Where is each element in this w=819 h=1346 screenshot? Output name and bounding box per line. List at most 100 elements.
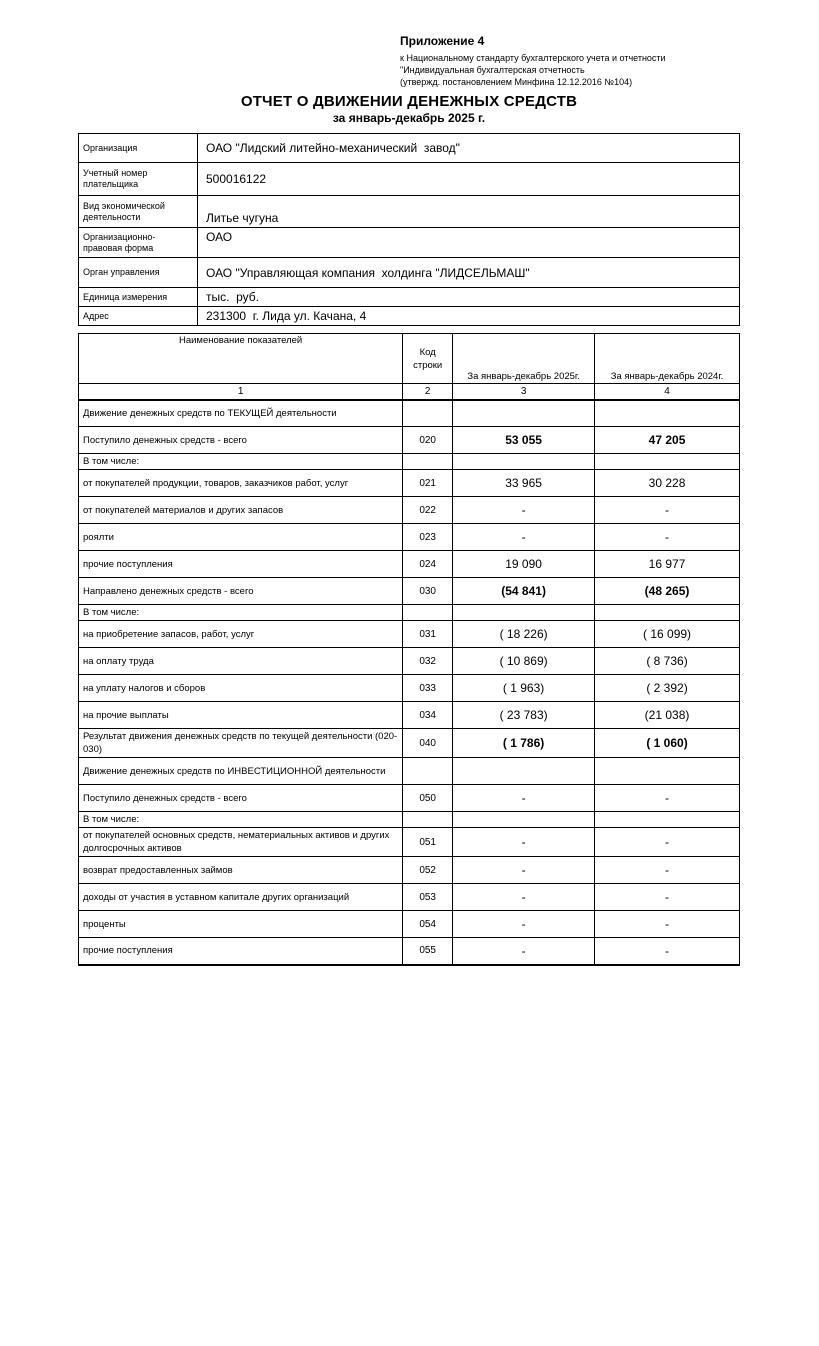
row-label: доходы от участия в уставном капитале др… <box>77 883 404 911</box>
document-period-subtitle: за январь-декабрь 2025 г. <box>332 111 486 125</box>
row-value-2025: - <box>452 496 596 524</box>
row-code: 022 <box>402 496 454 524</box>
row-code <box>402 604 454 621</box>
row-value-2024 <box>594 399 740 427</box>
row-code: 050 <box>402 784 454 812</box>
row-code: 034 <box>402 701 454 729</box>
row-label: от покупателей продукции, товаров, заказ… <box>77 469 404 497</box>
row-label: прочие поступления <box>77 550 404 578</box>
row-code <box>402 757 454 785</box>
row-value-2024: ( 16 099) <box>594 620 740 648</box>
row-value-2025: - <box>452 910 596 938</box>
table-row-024: прочие поступления 024 19 090 16 977 <box>77 550 740 578</box>
row-label: В том числе: <box>77 453 404 470</box>
info-value: 500016122 <box>197 162 740 196</box>
row-value-2024 <box>594 757 740 785</box>
row-value-2025: - <box>452 937 596 966</box>
row-value-2024: - <box>594 883 740 911</box>
table-row-section-current-activity: Движение денежных средств по ТЕКУЩЕЙ дея… <box>77 399 740 427</box>
row-code: 024 <box>402 550 454 578</box>
table-row-including: В том числе: <box>77 811 740 828</box>
document-title: ОТЧЕТ О ДВИЖЕНИИ ДЕНЕЖНЫХ СРЕДСТВ <box>240 93 578 110</box>
appendix-block: Приложение 4 к Национальному стандарту б… <box>400 34 740 88</box>
row-value-2024: ( 1 060) <box>594 728 740 758</box>
table-row-053: доходы от участия в уставном капитале др… <box>77 883 740 911</box>
row-label: роялти <box>77 523 404 551</box>
row-value-2024: - <box>594 827 740 857</box>
table-row-054: проценты 054 - - <box>77 910 740 938</box>
row-value-2025: 53 055 <box>452 426 596 454</box>
row-code <box>402 399 454 427</box>
column-number: 1 <box>77 383 404 401</box>
table-row-052: возврат предоставленных займов 052 - - <box>77 856 740 884</box>
row-label: на оплату труда <box>77 647 404 675</box>
row-value-2024: 47 205 <box>594 426 740 454</box>
row-label: Результат движения денежных средств по т… <box>77 728 404 758</box>
info-value: тыс. руб. <box>197 287 740 307</box>
row-code <box>402 811 454 828</box>
info-label: Учетный номер плательщика <box>78 162 198 196</box>
row-code: 033 <box>402 674 454 702</box>
standard-line-1: к Национальному стандарту бухгалтерского… <box>400 53 666 63</box>
info-label: Организационно-правовая форма <box>78 227 198 258</box>
column-header-period-2025: За январь-декабрь 2025г. <box>452 333 596 384</box>
table-row-033: на уплату налогов и сборов 033 ( 1 963) … <box>77 674 740 702</box>
row-value-2025: ( 1 786) <box>452 728 596 758</box>
row-value-2024: (21 038) <box>594 701 740 729</box>
row-code: 040 <box>402 728 454 758</box>
row-value-2024: - <box>594 856 740 884</box>
row-value-2024: - <box>594 937 740 966</box>
row-label: возврат предоставленных займов <box>77 856 404 884</box>
column-number: 2 <box>402 383 454 401</box>
info-row-organization: Организация ОАО "Лидский литейно-механич… <box>78 133 740 163</box>
standard-line-3: (утвержд. постановлением Минфина 12.12.2… <box>400 77 633 87</box>
row-label: В том числе: <box>77 811 404 828</box>
row-label: Движение денежных средств по ТЕКУЩЕЙ дея… <box>77 399 404 427</box>
info-value: ОАО "Лидский литейно-механический завод" <box>197 133 740 163</box>
row-value-2025: - <box>452 827 596 857</box>
row-label: от покупателей материалов и других запас… <box>77 496 404 524</box>
table-row-023: роялти 023 - - <box>77 523 740 551</box>
table-row-section-investment-activity: Движение денежных средств по ИНВЕСТИЦИОН… <box>77 757 740 785</box>
row-label: Поступило денежных средств - всего <box>77 426 404 454</box>
row-value-2024: - <box>594 523 740 551</box>
row-label: Движение денежных средств по ИНВЕСТИЦИОН… <box>77 757 404 785</box>
column-header-indicator-name: Наименование показателей <box>77 333 404 384</box>
row-value-2024: - <box>594 910 740 938</box>
row-value-2024: ( 2 392) <box>594 674 740 702</box>
row-code: 030 <box>402 577 454 605</box>
row-value-2024: ( 8 736) <box>594 647 740 675</box>
row-code: 052 <box>402 856 454 884</box>
row-value-2025: - <box>452 883 596 911</box>
table-row-050: Поступило денежных средств - всего 050 -… <box>77 784 740 812</box>
column-number-row: 1 2 3 4 <box>77 383 740 401</box>
table-row-021: от покупателей продукции, товаров, заказ… <box>77 469 740 497</box>
row-value-2025: 33 965 <box>452 469 596 497</box>
row-value-2025 <box>452 811 596 828</box>
info-row-address: Адрес 231300 г. Лида ул. Качана, 4 <box>78 306 740 326</box>
info-value: ОАО <box>197 227 740 258</box>
row-value-2025: ( 10 869) <box>452 647 596 675</box>
row-value-2025: (54 841) <box>452 577 596 605</box>
row-code: 032 <box>402 647 454 675</box>
cash-flow-table: Наименование показателей Код строки За я… <box>77 333 740 966</box>
table-row-034: на прочие выплаты 034 ( 23 783) (21 038) <box>77 701 740 729</box>
row-code: 031 <box>402 620 454 648</box>
info-row-measurement-unit: Единица измерения тыс. руб. <box>78 287 740 307</box>
info-value: Литье чугуна <box>197 195 740 228</box>
row-value-2025: - <box>452 523 596 551</box>
table-row-040-result: Результат движения денежных средств по т… <box>77 728 740 758</box>
row-label: на уплату налогов и сборов <box>77 674 404 702</box>
row-code: 055 <box>402 937 454 966</box>
table-row-031: на приобретение запасов, работ, услуг 03… <box>77 620 740 648</box>
row-value-2025: ( 18 226) <box>452 620 596 648</box>
info-row-payer-number: Учетный номер плательщика 500016122 <box>78 162 740 196</box>
row-label: Направлено денежных средств - всего <box>77 577 404 605</box>
row-code: 054 <box>402 910 454 938</box>
row-label: на прочие выплаты <box>77 701 404 729</box>
row-value-2025 <box>452 604 596 621</box>
info-label: Единица измерения <box>78 287 198 307</box>
row-label: на приобретение запасов, работ, услуг <box>77 620 404 648</box>
table-row-030: Направлено денежных средств - всего 030 … <box>77 577 740 605</box>
row-value-2024: 16 977 <box>594 550 740 578</box>
